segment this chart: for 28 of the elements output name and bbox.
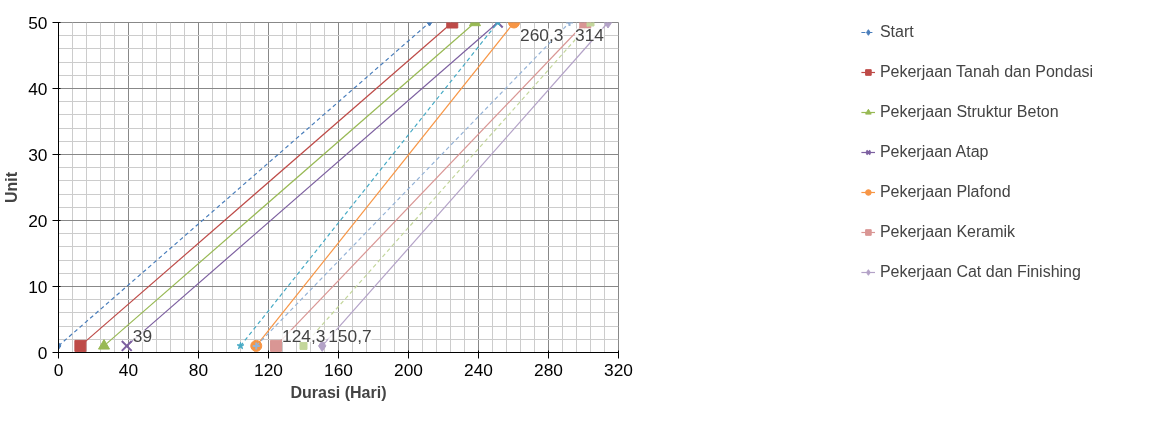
annotation: 124,3 bbox=[282, 325, 326, 346]
x-tick-label: 160 bbox=[324, 359, 353, 380]
x-tick-label: 240 bbox=[464, 359, 493, 380]
legend-label: Pekerjaan Plafond bbox=[879, 183, 1011, 201]
annotation: 39 bbox=[132, 325, 153, 346]
x-axis-title: Durasi (Hari) bbox=[290, 383, 387, 401]
x-tick-label: 80 bbox=[188, 359, 209, 380]
legend-label: Pekerjaan Tanah dan Pondasi bbox=[879, 63, 1094, 81]
annotation: 260,3 bbox=[520, 24, 564, 45]
y-tick-label: 10 bbox=[28, 276, 48, 297]
annotation: 150,7 bbox=[328, 325, 372, 346]
x-tick-label: 40 bbox=[118, 359, 139, 380]
x-tick-label: 0 bbox=[53, 359, 64, 380]
y-tick-label: 20 bbox=[28, 210, 48, 231]
legend-label: Pekerjaan Keramik bbox=[879, 223, 1016, 241]
legend-label: Pekerjaan Atap bbox=[879, 143, 989, 161]
y-tick-label: 40 bbox=[28, 78, 48, 99]
x-tick-label: 200 bbox=[394, 359, 423, 380]
legend-label: Pekerjaan Cat dan Finishing bbox=[879, 263, 1081, 281]
legend-label: Pekerjaan Struktur Beton bbox=[879, 103, 1059, 121]
y-tick-label: 30 bbox=[28, 144, 48, 165]
y-tick-label: 0 bbox=[37, 342, 48, 363]
y-tick-label: 50 bbox=[28, 12, 48, 33]
y-axis-title: Unit bbox=[3, 171, 21, 204]
x-tick-label: 120 bbox=[254, 359, 283, 380]
x-tick-label: 320 bbox=[604, 359, 633, 380]
x-tick-label: 280 bbox=[534, 359, 563, 380]
legend-label: Start bbox=[879, 23, 914, 41]
